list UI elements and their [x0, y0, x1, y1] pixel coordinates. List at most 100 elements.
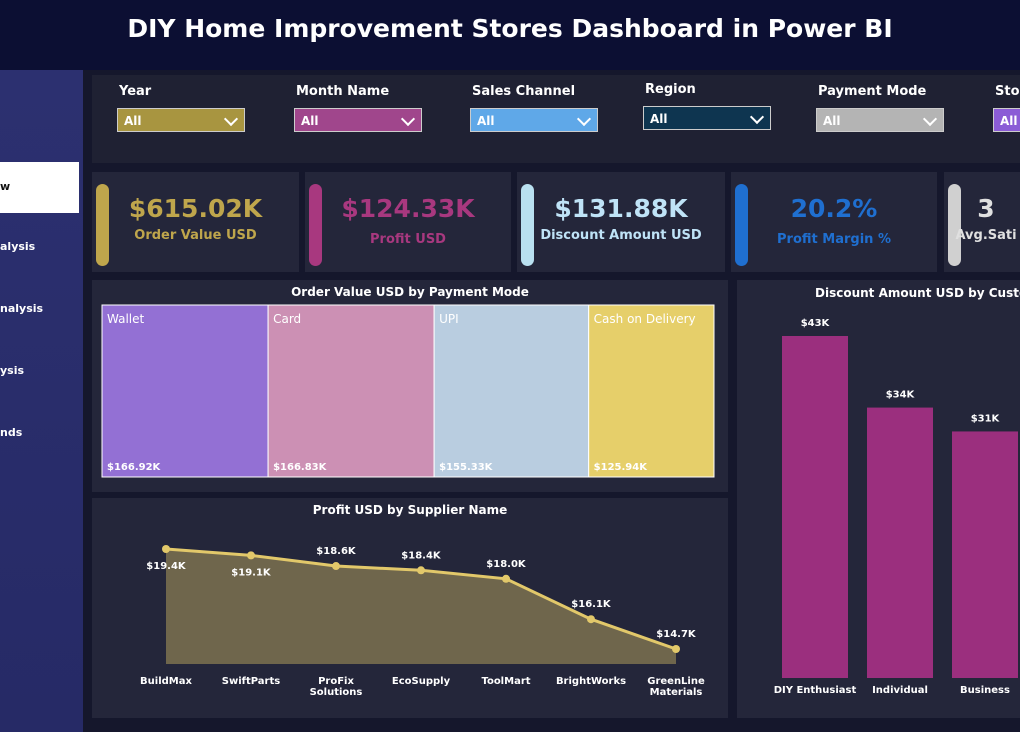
- x-tick-label: BuildMax: [140, 676, 192, 687]
- slicer-value: All: [823, 114, 841, 128]
- x-tick-label: ToolMart: [481, 676, 531, 687]
- kpi-accent: [309, 184, 322, 266]
- slicer-dropdown[interactable]: All: [294, 108, 422, 132]
- tile-label: UPI: [439, 312, 459, 326]
- tile-value: $166.92K: [107, 462, 162, 473]
- kpi-value: $124.33K: [341, 194, 475, 223]
- slicer-dropdown[interactable]: All: [993, 108, 1020, 132]
- point: [417, 566, 425, 575]
- treemap-tile: [433, 304, 590, 478]
- x-tick-label: EcoSupply: [391, 676, 451, 687]
- dashboard-title: DIY Home Improvement Stores Dashboard in…: [127, 14, 893, 43]
- kpi-card: $615.02K Order Value USD: [92, 172, 299, 272]
- kpi-accent: [948, 184, 961, 266]
- bar: [952, 431, 1018, 678]
- slicer-label: Payment Mode: [818, 84, 927, 99]
- bar-chart: $43K DIY Enthusiast $34K Individual $31K Busi…: [774, 318, 1018, 696]
- treemap-tile: [267, 304, 435, 478]
- point: [332, 562, 340, 571]
- chevron: [749, 109, 765, 125]
- kpi-label: Profit Margin %: [777, 232, 891, 247]
- point: [587, 615, 595, 624]
- tile-value: $125.94K: [594, 462, 649, 473]
- x-tick-label: SwiftParts: [221, 676, 281, 687]
- nav-item[interactable]: nds: [0, 426, 23, 439]
- chart-title: Profit USD by Supplier Name: [312, 503, 508, 517]
- x-tick-label: BrightWorks: [555, 676, 627, 687]
- data-label: $16.1K: [571, 599, 612, 610]
- data-label: $18.0K: [486, 559, 527, 570]
- data-label: $18.4K: [401, 550, 442, 561]
- kpi-value: $615.02K: [128, 194, 263, 223]
- slicer-label: Region: [645, 82, 696, 97]
- area-chart: $19.4K $19.1K $18.6K $18.4K $18.0K $16.1K $14.…: [146, 545, 697, 664]
- nav-label: w: [0, 180, 11, 193]
- kpi-accent: [96, 184, 109, 266]
- treemap-tile: [588, 304, 715, 478]
- slicer-dropdown[interactable]: All: [643, 106, 771, 130]
- slicer-value: All: [650, 112, 668, 126]
- kpi-label: Order Value USD: [134, 228, 257, 243]
- nav-item-selected[interactable]: w: [0, 162, 79, 213]
- x-tick-label: Business: [960, 685, 1010, 696]
- slicer-dropdown[interactable]: All: [816, 108, 944, 132]
- header: DIY Home Improvement Stores Dashboard in…: [0, 0, 1020, 70]
- slicer-dropdown[interactable]: All: [117, 108, 245, 132]
- point: [672, 645, 680, 653]
- nav-item[interactable]: ysis: [0, 364, 25, 377]
- point: [162, 545, 170, 553]
- x-tick-label: ProFix Solutions: [309, 676, 363, 698]
- slicer-label: Sto: [995, 84, 1020, 99]
- kpi-card: 3 Avg.Sati: [944, 172, 1020, 272]
- slicer-value: All: [1000, 114, 1018, 128]
- data-label: $18.6K: [316, 546, 357, 557]
- kpi-value: $131.88K: [554, 194, 688, 223]
- kpi-card: $124.33K Profit USD: [305, 172, 511, 272]
- kpi-label: Profit USD: [370, 232, 446, 247]
- treemap-tile: [101, 304, 269, 478]
- x-tick-label: GreenLine Materials: [647, 676, 705, 698]
- slicer-label: Sales Channel: [472, 84, 576, 99]
- kpi-accent: [735, 184, 748, 266]
- chevron: [576, 111, 592, 127]
- kpi-label: Discount Amount USD: [540, 228, 702, 243]
- tile-value: $155.33K: [439, 462, 494, 473]
- area-panel: Profit USD by Supplier Name $19.4K $19.1K $…: [92, 498, 728, 718]
- data-label: $19.4K: [146, 561, 187, 572]
- nav-item[interactable]: alysis: [0, 240, 36, 253]
- data-label: $14.7K: [656, 629, 697, 640]
- bar-panel: Discount Amount USD by Custo $43K DIY Enth…: [737, 280, 1020, 718]
- kpi-label: Avg.Sati: [955, 228, 1017, 243]
- chevron: [922, 111, 938, 127]
- chart-title: Order Value USD by Payment Mode: [291, 285, 529, 299]
- slicer-panel: Year All Month Name All Sales Channel All Regi…: [92, 75, 1020, 163]
- treemap: Wallet $166.92K Card $166.83K UPI $155.33K Cas…: [101, 304, 715, 478]
- slicer-label: Month Name: [296, 84, 390, 99]
- nav-panel: w alysis nalysis ysis nds: [0, 70, 83, 732]
- data-label: $43K: [801, 318, 831, 329]
- data-label: $19.1K: [231, 567, 272, 578]
- slicer-value: All: [301, 114, 319, 128]
- kpi-card: 20.2% Profit Margin %: [731, 172, 937, 272]
- slicer-value: All: [124, 114, 142, 128]
- chart-title: Discount Amount USD by Custo: [815, 286, 1020, 300]
- bar: [867, 407, 933, 678]
- kpi-value: 20.2%: [790, 194, 878, 223]
- tile-label: Cash on Delivery: [594, 312, 696, 326]
- point: [502, 574, 510, 583]
- chevron: [400, 111, 416, 127]
- chevron: [223, 111, 239, 127]
- slicer-dropdown[interactable]: All: [470, 108, 598, 132]
- data-label: $34K: [886, 390, 916, 401]
- slicer-label: Year: [119, 84, 152, 99]
- x-tick-label: Individual: [872, 685, 928, 696]
- x-tick-label: DIY Enthusiast: [774, 685, 857, 696]
- kpi-accent: [521, 184, 534, 266]
- kpi-card: $131.88K Discount Amount USD: [517, 172, 725, 272]
- tile-label: Card: [273, 312, 301, 326]
- nav-item[interactable]: nalysis: [0, 302, 44, 315]
- data-label: $31K: [971, 413, 1001, 424]
- point: [247, 551, 255, 560]
- tile-label: Wallet: [107, 312, 145, 326]
